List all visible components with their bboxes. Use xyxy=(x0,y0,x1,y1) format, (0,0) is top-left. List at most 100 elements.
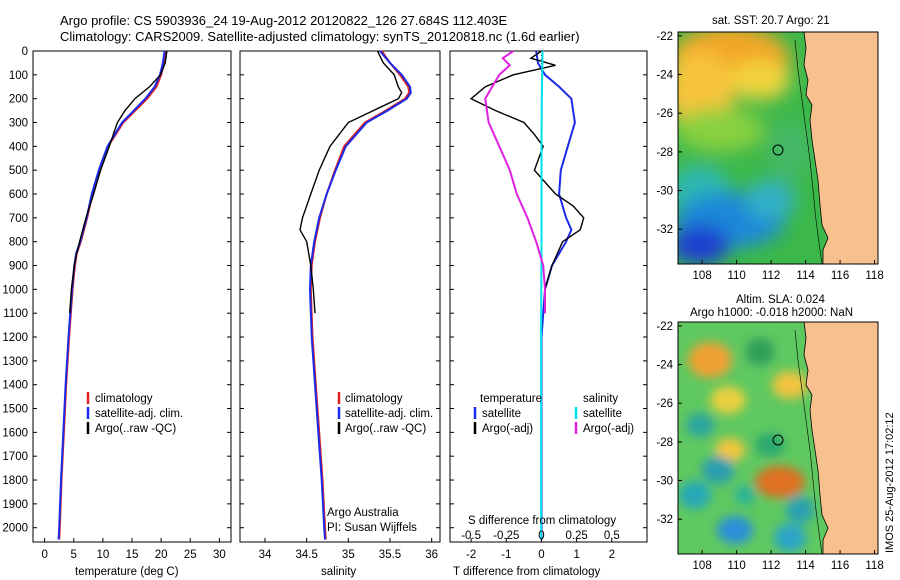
map-lon-label: 116 xyxy=(831,270,849,282)
difference-top-tick-label: 0 xyxy=(538,530,544,542)
depth-tick-label: 1000 xyxy=(2,284,28,296)
sst-map-title: sat. SST: 20.7 Argo: 21 xyxy=(712,15,830,27)
legend-s-satellite: satellite xyxy=(583,408,622,420)
legend-s-argo: Argo(-adj) xyxy=(583,423,634,435)
series-line-s-satellite xyxy=(540,50,544,540)
depth-tick-label: 1600 xyxy=(2,427,28,439)
legend-t-argo: Argo(-adj) xyxy=(482,423,533,435)
depth-tick-label: 1700 xyxy=(2,451,28,463)
legend-argo: Argo(..raw -QC) xyxy=(345,423,426,435)
header-line-2: Climatology: CARS2009. Satellite-adjuste… xyxy=(60,29,580,44)
series-line-argo-raw-qc- xyxy=(69,50,168,314)
imos-timestamp: IMOS 25-Aug-2012 17:02:12 xyxy=(884,412,896,553)
sst-argo-marker xyxy=(772,144,784,156)
annotation-pi: PI: Susan Wijffels xyxy=(327,522,417,534)
map-lon-label: 118 xyxy=(865,270,883,282)
temperature-x-tick-label: 25 xyxy=(184,549,197,561)
difference-x-tick-label: 2 xyxy=(609,549,615,561)
temperature-panel-frame xyxy=(32,50,232,543)
difference-top-axis-label: S difference from climatology xyxy=(468,515,616,527)
depth-tick-label: 300 xyxy=(9,118,28,130)
temperature-x-tick-label: 15 xyxy=(126,549,139,561)
map-lat-label: -22 xyxy=(656,321,673,333)
salinity-x-tick-label: 34.5 xyxy=(295,549,317,561)
header-line-1: Argo profile: CS 5903936_24 19-Aug-2012 … xyxy=(60,13,508,28)
annotation-argo-australia: Argo Australia xyxy=(327,507,399,519)
legend-satellite-adj: satellite-adj. clim. xyxy=(95,408,183,420)
salinity-panel-frame xyxy=(239,50,441,543)
salinity-chart: 34 34.5 35 35.5 36 xyxy=(259,50,438,561)
map-lat-label: -32 xyxy=(656,224,673,236)
difference-top-tick-label: 0.25 xyxy=(565,530,587,542)
difference-x-tick-label: 0 xyxy=(538,549,544,561)
map-lat-label: -24 xyxy=(656,70,673,82)
salinity-x-tick-label: 35 xyxy=(342,549,355,561)
depth-tick-label: 500 xyxy=(9,165,28,177)
map-lat-label: -22 xyxy=(656,31,673,43)
salinity-legend: climatology satellite-adj. clim. Argo(..… xyxy=(327,392,433,534)
temperature-x-tick-label: 0 xyxy=(41,549,47,561)
depth-tick-label: 200 xyxy=(9,94,28,106)
map-lat-label: -26 xyxy=(656,108,673,120)
temperature-chart: 0 5 10 15 20 25 30 xyxy=(41,50,226,561)
legend-salinity-header: salinity xyxy=(583,393,618,405)
legend-argo: Argo(..raw -QC) xyxy=(95,423,176,435)
series-line-argo-raw-qc- xyxy=(299,50,403,314)
difference-x-tick-label: -2 xyxy=(466,549,476,561)
difference-top-tick-label: 0.5 xyxy=(604,530,620,542)
salinity-x-tick-label: 34 xyxy=(259,549,272,561)
map-lon-label: 108 xyxy=(693,560,712,572)
depth-axis: 0 100 200 300 400 500 600 700 800 900 1000 1100 1200… xyxy=(2,46,647,535)
difference-top-tick-label: -0.25 xyxy=(493,530,519,542)
sla-map-title-1: Altim. SLA: 0.024 xyxy=(736,294,825,306)
series-line-t-argo-adj- xyxy=(469,50,585,314)
difference-panel-frame xyxy=(449,50,648,543)
depth-tick-label: 100 xyxy=(9,70,28,82)
depth-tick-label: 1300 xyxy=(2,356,28,368)
depth-tick-label: 1500 xyxy=(2,404,28,416)
sla-land xyxy=(803,322,878,554)
map-lat-label: -24 xyxy=(656,360,673,372)
difference-top-tick-label: -0.5 xyxy=(461,530,481,542)
depth-tick-label: 1400 xyxy=(2,380,28,392)
legend-satellite-adj: satellite-adj. clim. xyxy=(345,408,433,420)
difference-chart: -2 -1 0 1 2 -0.5 -0.25 0 0.25 0.5 xyxy=(461,50,620,561)
map-lon-label: 108 xyxy=(693,270,712,282)
temperature-x-tick-label: 20 xyxy=(155,549,168,561)
legend-temperature-header: temperature xyxy=(480,393,542,405)
temperature-x-tick-label: 30 xyxy=(213,549,226,561)
map-lon-label: 112 xyxy=(762,270,780,282)
map-lon-label: 110 xyxy=(727,560,745,572)
map-lon-label: 112 xyxy=(762,560,780,572)
map-lon-label: 118 xyxy=(865,560,883,572)
temperature-x-tick-label: 10 xyxy=(96,549,109,561)
depth-tick-label: 2000 xyxy=(2,523,28,535)
map-lon-label: 114 xyxy=(796,270,815,282)
difference-x-tick-label: -1 xyxy=(501,549,511,561)
sst-map: sat. SST: 20.7 Argo: 21 -22 -24 -26 -28 -30 -… xyxy=(656,15,883,282)
depth-tick-label: 1100 xyxy=(3,308,28,320)
sla-argo-marker xyxy=(772,434,784,446)
map-lon-label: 110 xyxy=(727,270,745,282)
map-lat-label: -28 xyxy=(656,437,673,449)
depth-tick-label: 900 xyxy=(9,261,28,273)
map-lat-label: -28 xyxy=(656,147,673,159)
depth-tick-label: 0 xyxy=(22,46,28,58)
difference-legend: temperature satellite Argo(-adj) salinit… xyxy=(468,393,634,527)
legend-t-satellite: satellite xyxy=(482,408,521,420)
map-lon-label: 114 xyxy=(796,560,815,572)
depth-tick-label: 800 xyxy=(9,237,28,249)
legend-climatology: climatology xyxy=(95,393,153,405)
difference-x-tick-label: 1 xyxy=(573,549,579,561)
difference-xlabel: T difference from climatology xyxy=(453,566,600,578)
map-lat-label: -26 xyxy=(656,398,673,410)
sla-map: Altim. SLA: 0.024 Argo h1000: -0.018 h20… xyxy=(656,294,883,572)
depth-tick-label: 700 xyxy=(9,213,28,225)
sla-map-title-2: Argo h1000: -0.018 h2000: NaN xyxy=(690,307,853,319)
depth-tick-label: 400 xyxy=(9,141,28,153)
depth-tick-label: 1800 xyxy=(2,475,28,487)
temperature-legend: climatology satellite-adj. clim. Argo(..… xyxy=(86,392,183,435)
temperature-x-tick-label: 5 xyxy=(71,549,77,561)
depth-tick-label: 1900 xyxy=(2,499,28,511)
